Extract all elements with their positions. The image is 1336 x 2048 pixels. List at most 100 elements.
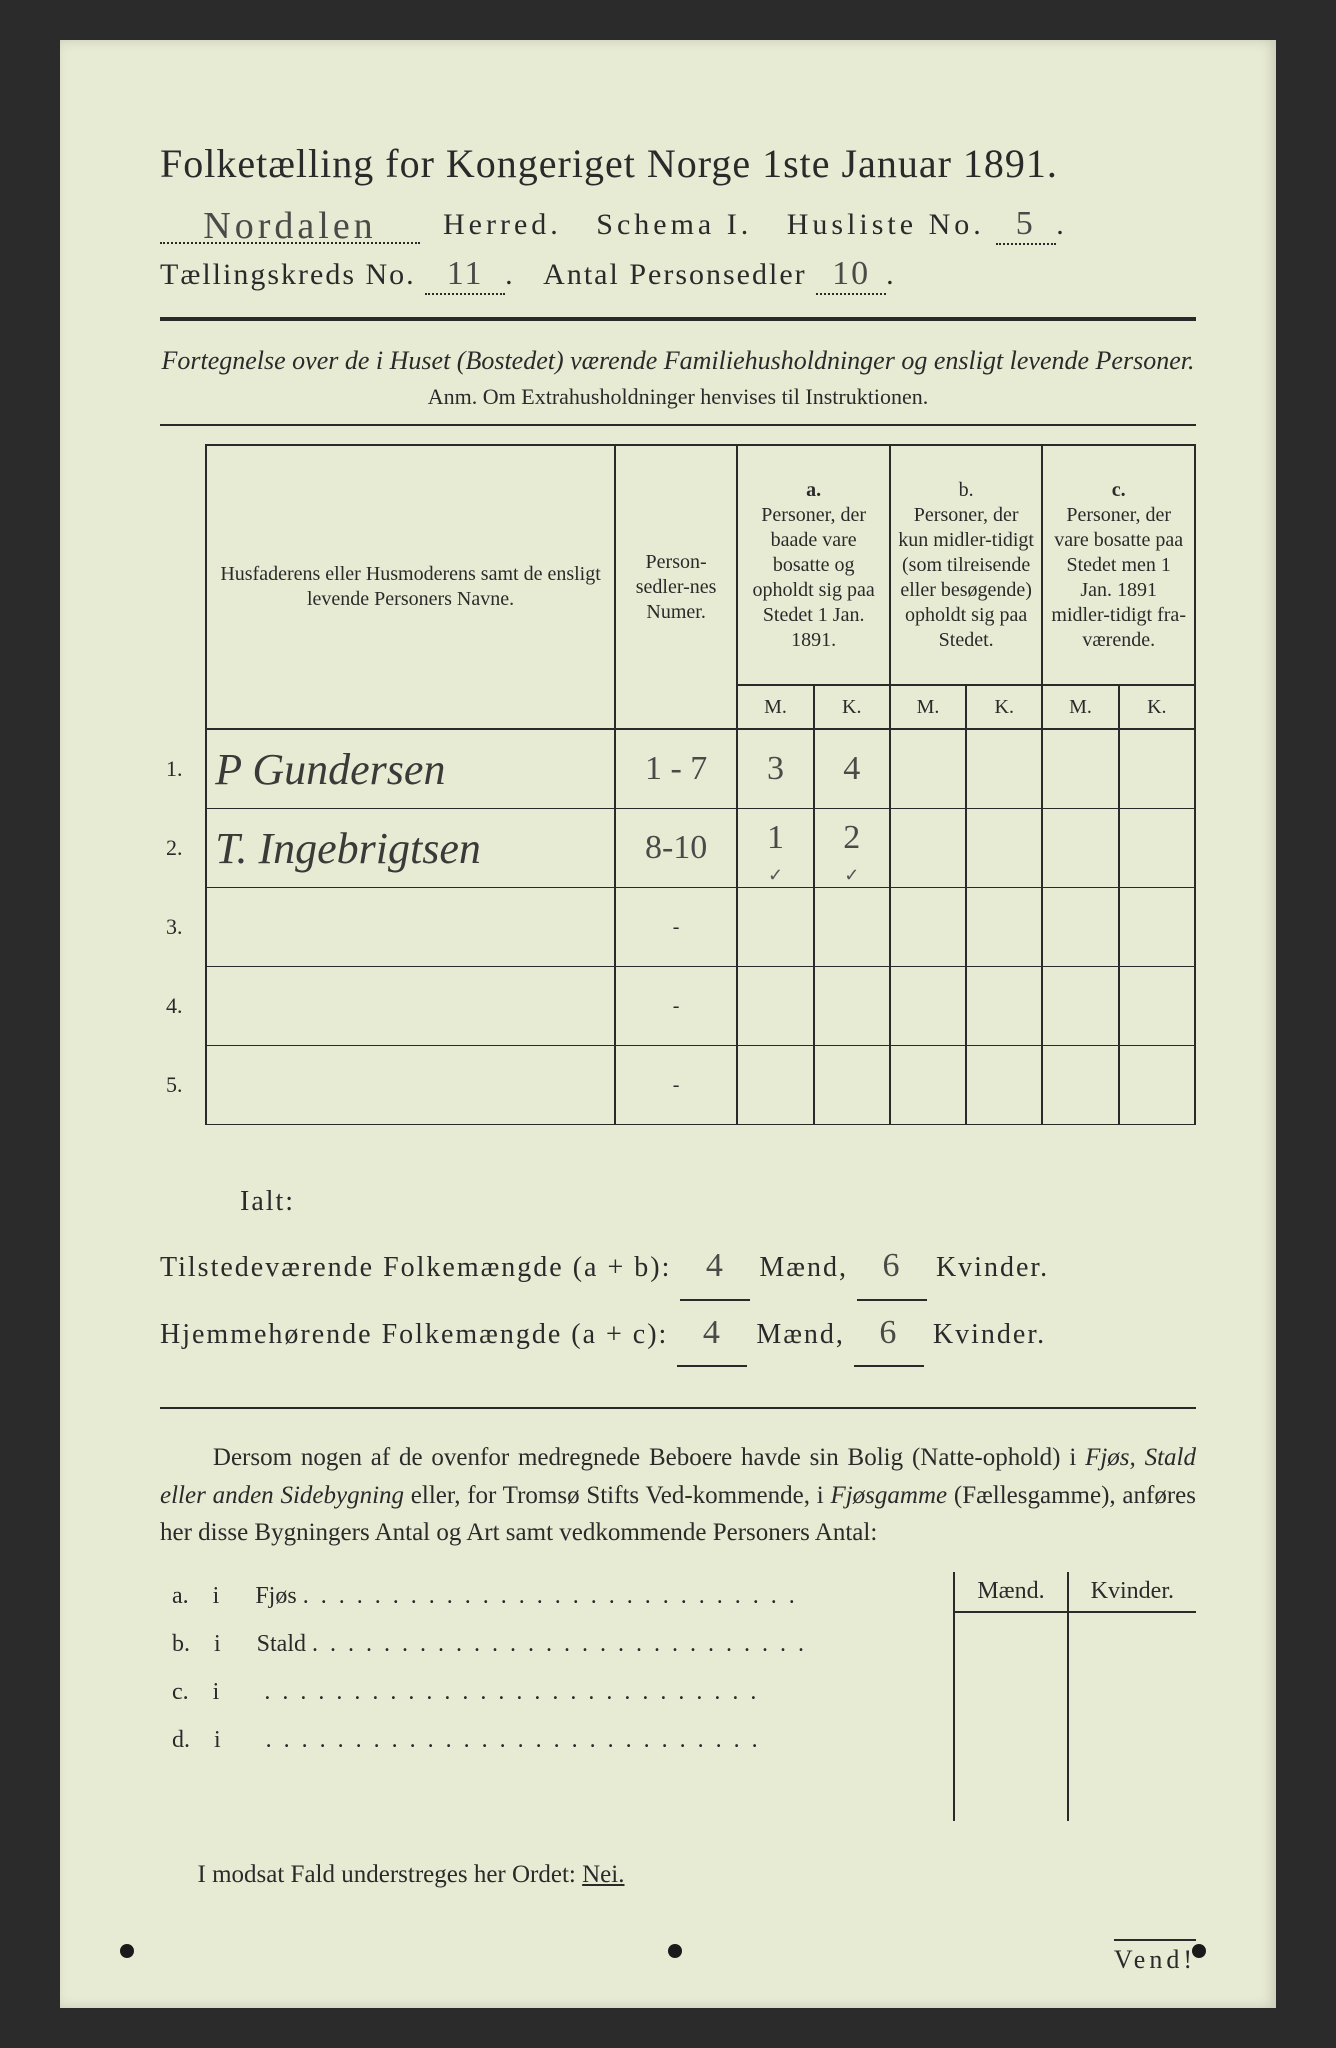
antal-value: 10: [832, 255, 870, 292]
count-cell-cM: [1042, 729, 1118, 809]
nei-line: I modsat Fald understreges her Ordet: Ne…: [160, 1861, 1196, 1889]
side-cell: [1068, 1612, 1196, 1665]
row-number: 2.: [160, 809, 206, 888]
kreds-field: 11: [425, 255, 505, 295]
antal-label: Antal Personsedler: [543, 258, 806, 291]
nei-prefix: I modsat Fald understreges her Ordet:: [198, 1861, 583, 1888]
husliste-label: Husliste No.: [787, 208, 985, 241]
tick-mark-icon: ✓: [821, 865, 883, 886]
count-cell-cM: [1042, 888, 1118, 967]
household-name: P Gundersen: [215, 745, 445, 794]
side-cell: [1068, 1717, 1196, 1769]
ialt-label: Ialt:: [240, 1175, 1196, 1228]
totals-block: Ialt: Tilstedeværende Folkemængde (a + b…: [160, 1175, 1196, 1367]
dot-leader: . . . . . . . . . . . . . . . . . . . . …: [312, 1631, 807, 1657]
tick-mark-icon: ✓: [744, 865, 806, 886]
side-building-paragraph: Dersom nogen af de ovenfor medregnede Be…: [160, 1439, 1196, 1552]
side-th-maend: Mænd.: [954, 1572, 1067, 1612]
census-form-page: Folketælling for Kongeriget Norge 1ste J…: [60, 40, 1276, 2008]
table-row: 3.-: [160, 888, 1195, 967]
count-cell-bM: [890, 729, 966, 809]
side-cell: [1068, 1769, 1196, 1821]
col-a-text: Personer, der baade vare bosatte og opho…: [753, 504, 875, 651]
personsedler-num: -: [615, 1046, 738, 1125]
count-cell-cM: [1042, 809, 1118, 888]
count-cell-bM: [890, 888, 966, 967]
count-cell-aK: [814, 888, 890, 967]
count-cell-aK: [814, 1046, 890, 1125]
tilstede-label: Tilstedeværende Folkemængde (a + b):: [160, 1241, 671, 1294]
personsedler-num: 8-10: [615, 809, 738, 888]
kvinder-label-2: Kvinder.: [933, 1319, 1046, 1350]
scan-background: Folketælling for Kongeriget Norge 1ste J…: [0, 0, 1336, 2048]
intro-text: Fortegnelse over de i Huset (Bostedet) v…: [160, 343, 1196, 378]
side-cell: [954, 1665, 1067, 1717]
schema-label: Schema I.: [596, 208, 752, 241]
name-cell: [206, 967, 615, 1046]
count-cell-aK: [814, 967, 890, 1046]
side-cell: [954, 1717, 1067, 1769]
divider-pre-table: [160, 424, 1196, 426]
header-line-1: Nordalen Herred. Schema I. Husliste No. …: [160, 205, 1196, 245]
count-cell-aM: [737, 888, 813, 967]
husliste-no: 5: [1016, 205, 1037, 242]
row-number: 5.: [160, 1046, 206, 1125]
side-building-list: a. i Fjøs . . . . . . . . . . . . . . . …: [160, 1572, 953, 1821]
name-cell: [206, 1046, 615, 1125]
count-cell-aK: 4: [814, 729, 890, 809]
row-number: 1.: [160, 729, 206, 809]
kreds-no: 11: [447, 255, 484, 292]
totals-line-1: Tilstedeværende Folkemængde (a + b): 4 M…: [160, 1234, 1196, 1301]
punch-hole-icon: [120, 1944, 134, 1958]
col-c-text: Personer, der vare bosatte paa Stedet me…: [1051, 504, 1186, 651]
count-cell-bM: [890, 967, 966, 1046]
table-row: 4.-: [160, 967, 1195, 1046]
punch-hole-icon: [1192, 1944, 1206, 1958]
count-cell-bK: [966, 888, 1042, 967]
name-cell: T. Ingebrigtsen: [206, 809, 615, 888]
th-b-k: K.: [966, 685, 1042, 729]
personsedler-num: 1 - 7: [615, 729, 738, 809]
table-row: 5. -: [160, 1046, 1195, 1125]
hjemme-label: Hjemmehørende Folkemængde (a + c):: [160, 1308, 668, 1361]
col-b-label: b.: [959, 479, 974, 501]
count-cell-cK: [1119, 1046, 1195, 1125]
personsedler-num: -: [615, 967, 738, 1046]
herred-label: Herred.: [443, 208, 562, 241]
punch-hole-icon: [668, 1944, 682, 1958]
th-col-b: b. Personer, der kun midler-tidigt (som …: [890, 445, 1043, 685]
th-name: Husfaderens eller Husmoderens samt de en…: [206, 445, 615, 729]
col-c-label: c.: [1112, 479, 1126, 501]
hjemme-k: 6: [879, 1314, 898, 1351]
count-cell-cM: [1042, 1046, 1118, 1125]
herred-value: Nordalen: [203, 211, 376, 241]
count-cell-aM: 3: [737, 729, 813, 809]
maend-label-2: Mænd,: [756, 1319, 845, 1350]
th-b-m: M.: [890, 685, 966, 729]
herred-field: Nordalen: [160, 207, 420, 244]
count-cell-bK: [966, 809, 1042, 888]
dot-leader: . . . . . . . . . . . . . . . . . . . . …: [257, 1727, 761, 1753]
side-list-item: a. i Fjøs . . . . . . . . . . . . . . . …: [160, 1572, 953, 1620]
side-cell: [954, 1769, 1067, 1821]
count-cell-bK: [966, 1046, 1042, 1125]
side-cell: [1068, 1665, 1196, 1717]
intro-anm: Anm. Om Extrahusholdninger henvises til …: [160, 384, 1196, 410]
kreds-label: Tællingskreds No.: [160, 258, 416, 291]
count-cell-aK: 2✓: [814, 809, 890, 888]
side-list-item: b. i Stald . . . . . . . . . . . . . . .…: [160, 1620, 953, 1668]
side-building-block: a. i Fjøs . . . . . . . . . . . . . . . …: [160, 1572, 1196, 1821]
count-cell-cK: [1119, 888, 1195, 967]
th-c-k: K.: [1119, 685, 1195, 729]
count-cell-bM: [890, 1046, 966, 1125]
count-cell-bK: [966, 967, 1042, 1046]
totals-line-2: Hjemmehørende Folkemængde (a + c): 4 Mæn…: [160, 1301, 1196, 1368]
personsedler-num: -: [615, 888, 738, 967]
count-cell-cK: [1119, 809, 1195, 888]
side-list-item: d. i . . . . . . . . . . . . . . . . . .…: [160, 1716, 953, 1764]
side-cell: [954, 1612, 1067, 1665]
table-row: 2.T. Ingebrigtsen8-101✓2✓: [160, 809, 1195, 888]
vend-label: Vend!: [1114, 1939, 1196, 1975]
side-list-item: c. i . . . . . . . . . . . . . . . . . .…: [160, 1668, 953, 1716]
header-line-2: Tællingskreds No. 11 . Antal Personsedle…: [160, 255, 1196, 295]
